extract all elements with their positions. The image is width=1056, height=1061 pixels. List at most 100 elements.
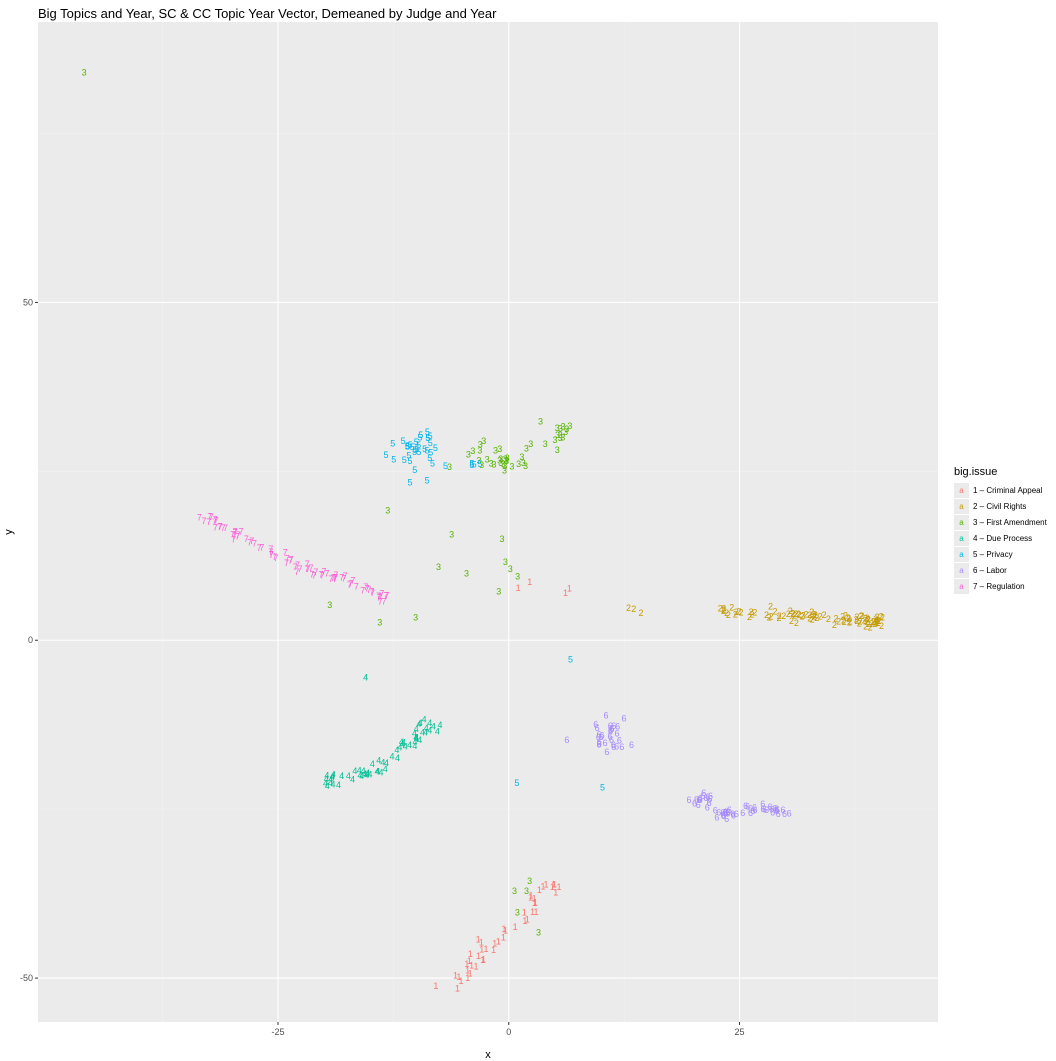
data-point: 3	[436, 562, 441, 572]
data-point: 5	[426, 433, 431, 443]
data-point: 6	[696, 795, 701, 805]
data-point: 3	[498, 458, 503, 468]
data-point: 7	[244, 534, 249, 544]
data-point: 7	[232, 531, 237, 541]
data-point: 7	[268, 544, 273, 554]
data-point: 2	[729, 603, 734, 613]
y-axis-title: y	[3, 529, 15, 535]
data-point: 1	[476, 935, 481, 945]
data-point: 2	[749, 607, 754, 617]
data-point: 5	[412, 447, 417, 457]
data-point: 2	[724, 608, 729, 618]
data-point: 7	[294, 567, 299, 577]
data-point: 4	[384, 758, 389, 768]
data-point: 6	[621, 713, 626, 723]
data-point: 6	[721, 810, 726, 820]
data-point: 1	[502, 924, 507, 934]
data-point: 6	[772, 803, 777, 813]
data-point: 7	[249, 536, 254, 546]
data-point: 6	[611, 742, 616, 752]
data-point: 6	[716, 807, 721, 817]
data-point: 7	[197, 512, 202, 522]
legend-key: a	[954, 562, 969, 578]
data-point: 2	[812, 611, 817, 621]
legend-item: a 5 – Privacy	[954, 546, 1047, 562]
data-point: 4	[431, 721, 436, 731]
data-point: 6	[708, 791, 713, 801]
data-point: 2	[752, 607, 757, 617]
data-point: 7	[213, 514, 218, 524]
data-point: 5	[405, 441, 410, 451]
data-point: 2	[865, 617, 870, 627]
data-point: 7	[305, 559, 310, 569]
data-point: 3	[498, 454, 503, 464]
data-point: 7	[333, 574, 338, 584]
data-point: 2	[842, 617, 847, 627]
data-point: 4	[376, 756, 381, 766]
legend-item: a 1 – Criminal Appeal	[954, 482, 1047, 498]
data-point: 6	[724, 808, 729, 818]
data-point: 7	[332, 573, 337, 583]
data-point: 6	[760, 804, 765, 814]
data-point: 1	[476, 951, 481, 961]
data-point: 3	[385, 506, 390, 516]
data-point: 1	[492, 938, 497, 948]
data-point: 4	[331, 769, 336, 779]
data-point: 2	[871, 617, 876, 627]
data-point: 5	[415, 444, 420, 454]
data-point: 4	[407, 740, 412, 750]
x-tick-label: 25	[735, 1027, 745, 1037]
data-point: 7	[376, 591, 381, 601]
data-point: 5	[405, 442, 410, 452]
data-point: 4	[412, 741, 417, 751]
legend-key: a	[954, 514, 969, 530]
data-point: 3	[536, 928, 541, 938]
data-point: 3	[502, 461, 507, 471]
data-point: 2	[871, 616, 876, 626]
data-point: 3	[512, 886, 517, 896]
data-point: 1	[479, 944, 484, 954]
legend-key: a	[954, 498, 969, 514]
data-point: 1	[550, 882, 555, 892]
data-point: 5	[401, 436, 406, 446]
data-point: 4	[352, 766, 357, 776]
data-point: 1	[532, 893, 537, 903]
data-point: 5	[600, 782, 605, 792]
data-point: 6	[703, 793, 708, 803]
data-point: 7	[209, 512, 214, 522]
data-point: 6	[730, 809, 735, 819]
data-point: 4	[375, 766, 380, 776]
data-point: 4	[395, 753, 400, 763]
data-point: 1	[563, 588, 568, 598]
data-point: 7	[363, 582, 368, 592]
data-point: 2	[797, 610, 802, 620]
data-point: 4	[412, 737, 417, 747]
data-point: 3	[477, 445, 482, 455]
data-point: 2	[813, 610, 818, 620]
data-point: 2	[866, 614, 871, 624]
data-point: 6	[705, 802, 710, 812]
data-point: 6	[707, 794, 712, 804]
legend-label: 1 – Criminal Appeal	[973, 485, 1043, 495]
data-point: 2	[875, 612, 880, 622]
data-point: 2	[721, 603, 726, 613]
data-point: 7	[217, 522, 222, 532]
data-point: 2	[790, 608, 795, 618]
data-point: 2	[738, 607, 743, 617]
x-axis-title: x	[485, 1049, 491, 1061]
data-point: 3	[515, 907, 520, 917]
x-tick-label: -25	[271, 1027, 284, 1037]
data-point: 7	[360, 585, 365, 595]
data-point: 2	[858, 611, 863, 621]
data-point: 5	[469, 460, 474, 470]
data-point: 1	[465, 973, 470, 983]
x-tick-label: 0	[506, 1027, 511, 1037]
data-point: 2	[794, 618, 799, 628]
data-point: 6	[760, 799, 765, 809]
data-point: 3	[82, 68, 87, 78]
data-point: 6	[600, 730, 605, 740]
data-point: 4	[427, 726, 432, 736]
data-point: 1	[522, 908, 527, 918]
data-point: 6	[629, 740, 634, 750]
data-point: 6	[700, 791, 705, 801]
